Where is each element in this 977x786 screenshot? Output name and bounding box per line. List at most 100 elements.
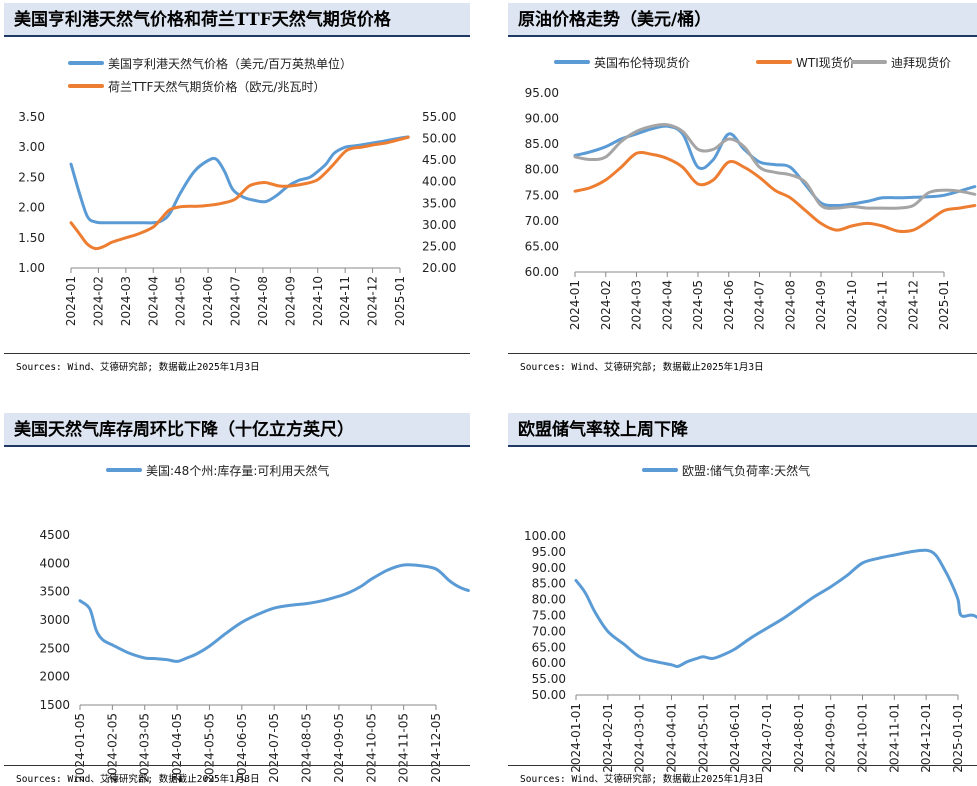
- x-tick-label: 2024-12-01: [919, 703, 933, 773]
- y-tick-label: 65.00: [525, 239, 559, 253]
- y-tick-label: 70.00: [532, 624, 566, 638]
- x-tick-label: 2024-06-01: [728, 703, 742, 773]
- x-tick-label: 2024-04-01: [665, 703, 679, 773]
- y-tick-label: 75.00: [532, 609, 566, 623]
- y-tick-label: 1.50: [18, 231, 45, 245]
- y-tick-label: 4500: [39, 528, 70, 542]
- panel-title: 美国亨利港天然气价格和荷兰TTF天然气期货价格: [4, 3, 470, 37]
- y-tick-label: 80.00: [532, 593, 566, 607]
- y-tick-label: 1.00: [18, 261, 45, 275]
- x-tick-label: 2024-09-01: [824, 703, 838, 773]
- y-tick-label: 100.00: [524, 529, 566, 543]
- y-tick-label: 4000: [39, 556, 70, 570]
- x-tick-label: 2024-01-01: [569, 703, 583, 773]
- series-line-2: [573, 122, 977, 210]
- series-line-0: [69, 135, 410, 225]
- legend-label-1: WTI现货价: [796, 55, 855, 70]
- y-tick-label: 2.00: [18, 201, 45, 215]
- x-tick-label: 2024-09: [814, 280, 828, 330]
- y-tick-label: 60.00: [532, 656, 566, 670]
- legend-label-0: 欧盟:储气负荷率:天然气: [682, 463, 810, 478]
- x-tick-label: 2024-08: [256, 276, 270, 326]
- y-tick-label: 3.00: [18, 140, 45, 154]
- chart-henry-ttf: 1.00 1.50 2.00 2.50 3.00 3.50 20.00 25.00 30.00 3…: [18, 56, 456, 326]
- panel-source: Sources: Wind、艾德研究部; 数据截止2025年1月3日: [4, 353, 470, 373]
- x-tick-label: 2024-11: [876, 280, 890, 330]
- y-tick-label: 65.00: [532, 640, 566, 654]
- x-tick-label: 2024-10-01: [856, 703, 870, 773]
- y-tick-label: 85.00: [532, 577, 566, 591]
- y-tick-label: 90.00: [525, 112, 559, 126]
- x-tick-label: 2025-01: [937, 280, 951, 330]
- x-tick-label: 2024-06: [201, 276, 215, 326]
- panel-source: Sources: Wind、艾德研究部; 数据截止2025年1月3日: [508, 353, 977, 373]
- y-tick-label: 3.50: [18, 110, 45, 124]
- legend-label-0: 美国亨利港天然气价格（美元/百万英热单位）: [108, 56, 352, 71]
- y-right-tick-label: 30.00: [422, 218, 456, 232]
- x-tick-label: 2024-05: [174, 276, 188, 326]
- x-tick-label: 2024-01: [568, 280, 582, 330]
- y-right-tick-label: 55.00: [422, 110, 456, 124]
- y-right-tick-label: 45.00: [422, 153, 456, 167]
- panel-crude-oil: 原油价格走势（美元/桶） 60.00 65.00 70.00 75.00 80.00 85…: [508, 3, 977, 378]
- y-right-tick-label: 40.00: [422, 175, 456, 189]
- y-right-tick-label: 50.00: [422, 132, 456, 146]
- x-tick-label: 2024-05-01: [696, 703, 710, 773]
- x-tick-label: 2024-02: [91, 276, 105, 326]
- x-tick-label: 2024-07: [753, 280, 767, 330]
- x-tick-label: 2025-01-01: [951, 703, 965, 773]
- y-tick-label: 55.00: [532, 672, 566, 686]
- y-right-tick-label: 25.00: [422, 239, 456, 253]
- x-tick-label: 2024-10: [311, 276, 325, 326]
- x-tick-label: 2024-05: [691, 280, 705, 330]
- y-tick-label: 1500: [39, 698, 70, 712]
- y-right-tick-label: 20.00: [422, 261, 456, 275]
- x-tick-label: 2024-08: [783, 280, 797, 330]
- panel-source: Sources: Wind、艾德研究部; 数据截止2025年1月3日: [508, 765, 977, 785]
- chart-crude-oil: 60.00 65.00 70.00 75.00 80.00 85.00 90.00 95.00…: [525, 55, 977, 330]
- panel-eu-storage-rate: 欧盟储气率较上周下降 50.00 55.00 60.00 65.00 70.00 75.0…: [508, 413, 977, 786]
- series-line-0: [78, 563, 470, 663]
- series-line-0: [574, 548, 977, 669]
- x-tick-label: 2024-03: [630, 280, 644, 330]
- series-line-1: [69, 135, 410, 251]
- series-line-1: [573, 150, 977, 234]
- y-tick-label: 50.00: [532, 688, 566, 702]
- x-tick-label: 2024-09: [283, 276, 297, 326]
- y-tick-label: 3000: [39, 613, 70, 627]
- y-tick-label: 70.00: [525, 214, 559, 228]
- x-tick-label: 2024-07: [229, 276, 243, 326]
- y-tick-label: 95.00: [525, 86, 559, 100]
- x-tick-label: 2024-03-01: [633, 703, 647, 773]
- x-tick-label: 2024-02-01: [601, 703, 615, 773]
- x-tick-label: 2024-06: [722, 280, 736, 330]
- y-tick-label: 85.00: [525, 137, 559, 151]
- x-tick-label: 2024-04: [660, 280, 674, 330]
- panel-title: 欧盟储气率较上周下降: [508, 413, 977, 447]
- panel-henry-ttf: 美国亨利港天然气价格和荷兰TTF天然气期货价格 1.00 1.50 2.00 2.50…: [4, 3, 470, 378]
- y-tick-label: 2.50: [18, 170, 45, 184]
- y-tick-label: 2000: [39, 670, 70, 684]
- y-tick-label: 60.00: [525, 265, 559, 279]
- x-tick-label: 2024-10: [845, 280, 859, 330]
- panel-us-gas-storage: 美国天然气库存周环比下降（十亿立方英尺） 1500 2000 2500 3000 350…: [4, 413, 470, 786]
- x-tick-label: 2024-12: [906, 280, 920, 330]
- y-tick-label: 95.00: [532, 545, 566, 559]
- series-line-0: [573, 124, 977, 208]
- x-tick-label: 2024-11-01: [887, 703, 901, 773]
- y-tick-label: 80.00: [525, 163, 559, 177]
- panel-title: 美国天然气库存周环比下降（十亿立方英尺）: [4, 413, 470, 447]
- x-tick-label: 2024-04: [146, 276, 160, 326]
- panel-source: Sources: Wind、艾德研究部; 数据截止2025年1月3日: [4, 765, 470, 785]
- legend-label-1: 荷兰TTF天然气期货价格（欧元/兆瓦时）: [108, 79, 325, 94]
- y-right-tick-label: 35.00: [422, 196, 456, 210]
- x-tick-label: 2024-11: [338, 276, 352, 326]
- y-tick-label: 3500: [39, 585, 70, 599]
- y-tick-label: 90.00: [532, 561, 566, 575]
- x-tick-label: 2024-02: [599, 280, 613, 330]
- x-tick-label: 2024-08-01: [792, 703, 806, 773]
- legend-label-2: 迪拜现货价: [891, 55, 951, 70]
- x-tick-label: 2024-01: [64, 276, 78, 326]
- panel-title: 原油价格走势（美元/桶）: [508, 3, 977, 37]
